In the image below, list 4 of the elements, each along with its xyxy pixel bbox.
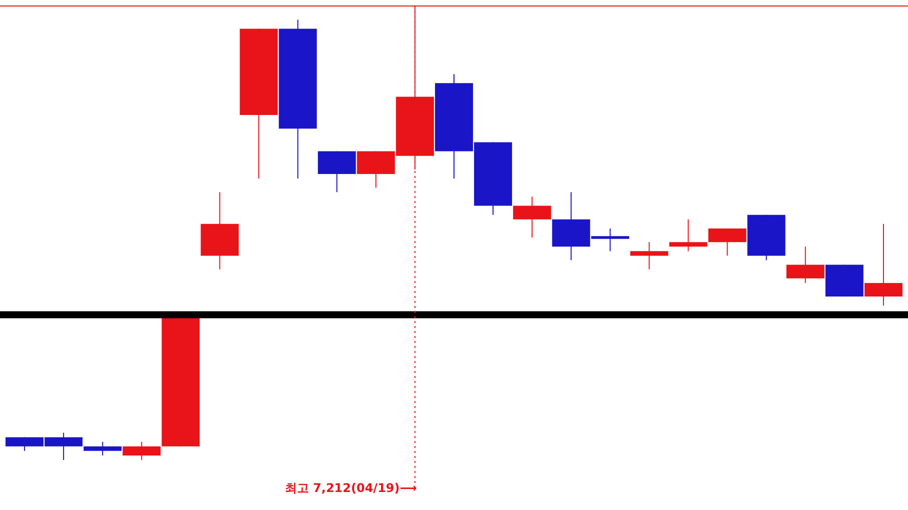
candlestick [84,441,122,456]
text: 최고 7,212(04/19)⟶ [284,481,417,495]
candlestick [669,218,708,252]
candlestick [630,242,668,270]
